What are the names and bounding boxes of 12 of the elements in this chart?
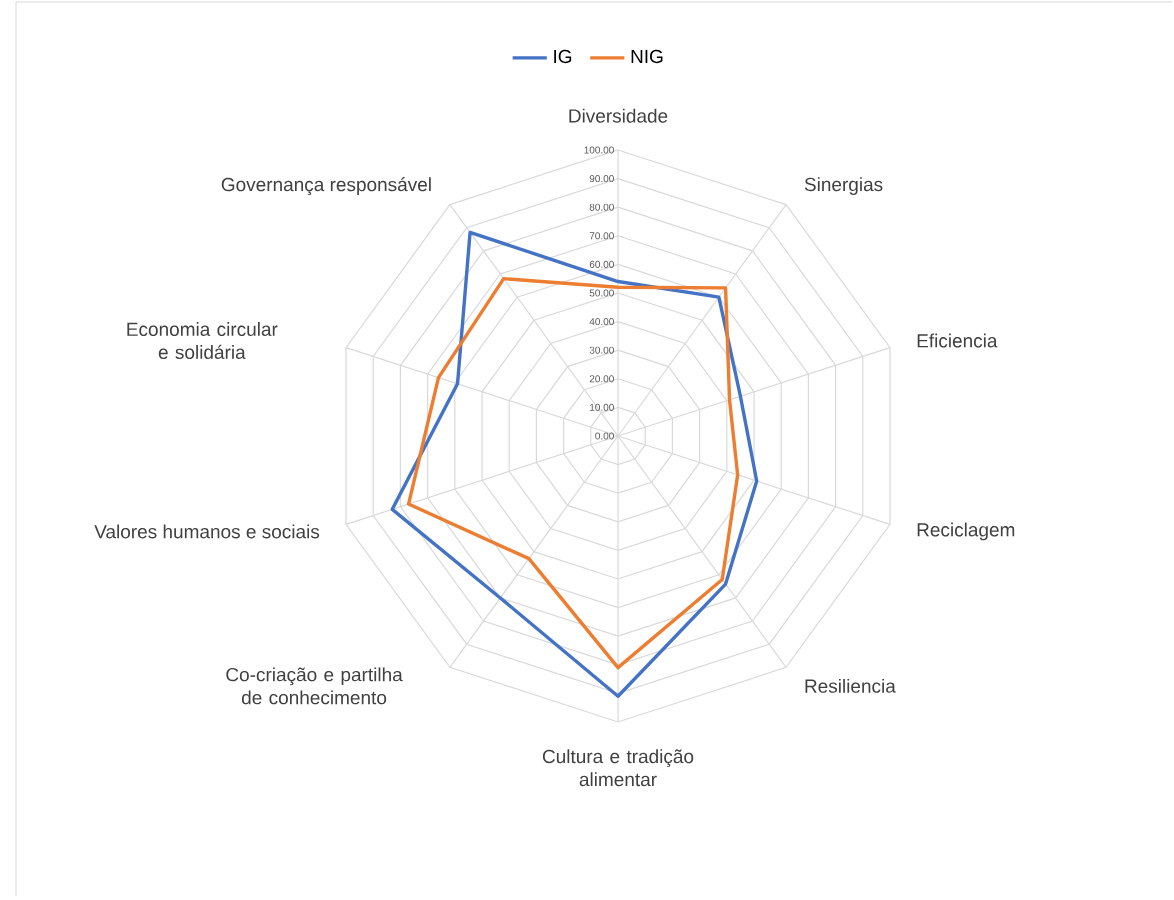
spoke-label: Co-criação e partilha de conhecimento <box>226 667 403 705</box>
spoke-label: Resiliencia <box>805 678 896 693</box>
spoke-label: Eficiencia <box>917 333 998 348</box>
legend-label: IG <box>554 49 572 64</box>
spoke-label: Cultura e tradição alimentar <box>542 749 694 787</box>
spoke-label: Governança responsável <box>221 177 431 196</box>
spoke-label: Sinergias <box>804 177 883 195</box>
spoke-label: Economia circular e solidária <box>127 322 278 360</box>
spoke-label: Valores humanos e sociais <box>94 524 320 539</box>
spoke-label: Reciclagem <box>917 522 1015 541</box>
spoke-label: Diversidade <box>569 108 668 123</box>
legend-label: NIG <box>631 49 663 64</box>
